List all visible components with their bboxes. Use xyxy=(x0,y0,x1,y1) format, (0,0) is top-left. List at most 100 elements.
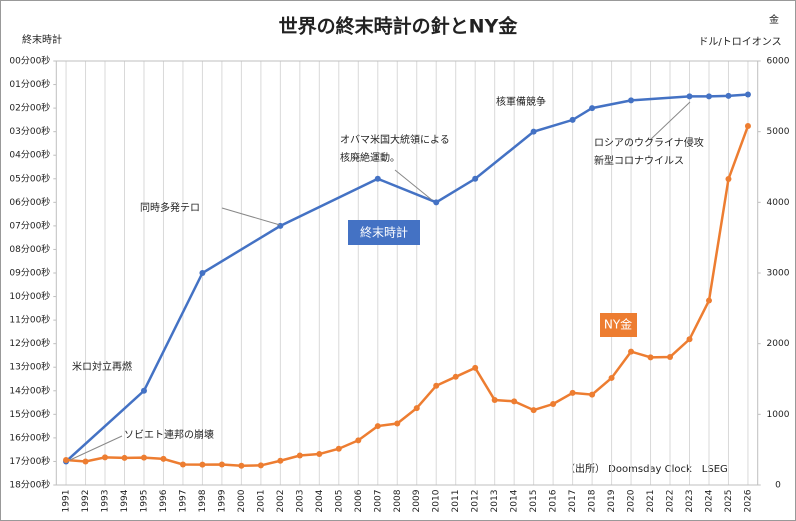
data-point xyxy=(744,123,751,130)
data-point xyxy=(589,391,596,398)
data-point xyxy=(744,91,751,98)
x-tick-label: 2008 xyxy=(393,489,403,512)
data-point xyxy=(257,462,264,469)
chart-title: 世界の終末時計の針とNY金 xyxy=(279,15,519,38)
y2-tick-label: 2000 xyxy=(767,339,790,349)
x-tick-label: 2021 xyxy=(646,490,656,513)
x-tick-label: 2016 xyxy=(549,489,559,512)
x-tick-label: 1996 xyxy=(159,489,169,512)
annotation: 米ロ対立再燃 xyxy=(72,360,132,373)
x-tick-label: 2019 xyxy=(607,489,617,512)
data-point xyxy=(686,336,693,343)
y-tick-label: 06分00秒 xyxy=(9,196,50,208)
data-point xyxy=(686,93,693,100)
y2-axis-unit: ドル/トロイオンス xyxy=(698,36,781,48)
data-point xyxy=(140,454,147,461)
y-tick-label: 04分00秒 xyxy=(9,149,50,161)
x-tick-label: 2025 xyxy=(724,490,734,513)
data-point xyxy=(335,445,342,452)
x-tick-label: 2011 xyxy=(451,490,461,513)
x-tick-label: 2026 xyxy=(743,489,753,512)
data-point xyxy=(667,353,674,360)
data-point xyxy=(705,297,712,304)
data-point xyxy=(530,128,537,135)
x-tick-label: 2002 xyxy=(276,490,286,513)
x-tick-label: 1997 xyxy=(178,490,188,513)
data-point xyxy=(413,405,420,412)
data-point xyxy=(374,423,381,430)
x-tick-label: 2023 xyxy=(685,490,695,513)
data-point xyxy=(647,354,654,361)
annotation: オバマ米国大統領による xyxy=(340,133,450,146)
data-point xyxy=(628,97,635,104)
x-tick-label: 2022 xyxy=(666,490,676,513)
series-line xyxy=(65,125,750,467)
x-tick-label: 1999 xyxy=(217,489,227,512)
y-tick-label: 14分00秒 xyxy=(9,384,50,396)
y2-tick-label: 6000 xyxy=(767,57,790,67)
y-tick-label: 09分00秒 xyxy=(9,267,50,279)
data-point xyxy=(316,451,323,458)
data-point xyxy=(394,420,401,427)
x-tick-label: 2017 xyxy=(568,490,578,513)
x-tick-label: 1995 xyxy=(139,490,149,513)
data-point xyxy=(102,454,109,461)
legend-label: NY金 xyxy=(604,317,632,332)
x-tick-label: 2007 xyxy=(373,490,383,513)
x-tick-label: 2018 xyxy=(588,489,598,512)
series-label-box xyxy=(348,220,420,245)
x-tick-label: 2000 xyxy=(237,489,247,512)
data-point xyxy=(199,270,206,276)
annotation: ソビエト連邦の崩壊 xyxy=(124,428,214,441)
data-point xyxy=(121,454,128,461)
data-point xyxy=(589,105,596,112)
x-tick-label: 2005 xyxy=(334,490,344,513)
leader-line xyxy=(394,169,433,201)
x-tick-label: 1992 xyxy=(81,490,91,513)
x-tick-label: 2010 xyxy=(432,489,442,512)
data-point xyxy=(491,397,498,404)
leader-line xyxy=(69,435,123,461)
data-point xyxy=(530,407,537,414)
data-point xyxy=(160,455,167,462)
y2-tick-label: 0 xyxy=(775,481,781,491)
y-tick-label: 02分00秒 xyxy=(9,102,50,114)
y-tick-label: 07分00秒 xyxy=(9,219,50,231)
data-point xyxy=(277,457,284,464)
x-tick-label: 1998 xyxy=(198,489,208,512)
x-tick-label: 2024 xyxy=(704,489,714,512)
data-point xyxy=(374,175,381,182)
y-tick-label: 16分00秒 xyxy=(9,431,50,443)
y-tick-label: 13分00秒 xyxy=(9,361,50,373)
x-tick-label: 2014 xyxy=(510,489,520,512)
data-point xyxy=(277,222,284,229)
x-tick-label: 2006 xyxy=(354,489,364,512)
data-point xyxy=(63,457,70,464)
data-point xyxy=(569,389,576,396)
x-tick-label: 2020 xyxy=(627,489,637,512)
data-point xyxy=(199,461,206,468)
x-tick-label: 2009 xyxy=(412,489,422,512)
data-point xyxy=(511,398,518,405)
y-tick-label: 11分00秒 xyxy=(9,314,50,326)
x-tick-label: 2015 xyxy=(529,490,539,513)
data-point xyxy=(433,382,440,389)
y-tick-label: 05分00秒 xyxy=(9,172,50,184)
y2-tick-label: 3000 xyxy=(767,269,790,279)
data-point xyxy=(140,387,147,394)
data-point xyxy=(472,364,479,371)
y2-tick-label: 1000 xyxy=(767,410,790,420)
data-point xyxy=(608,374,615,381)
data-point xyxy=(82,458,89,465)
leader-line xyxy=(649,101,691,141)
data-point xyxy=(705,93,712,100)
y-tick-label: 08分00秒 xyxy=(9,243,50,255)
data-point xyxy=(569,116,576,123)
y-tick-label: 00分00秒 xyxy=(9,55,50,67)
series-label-box xyxy=(600,313,637,337)
data-point xyxy=(725,92,732,99)
y2-tick-label: 5000 xyxy=(767,127,790,137)
y2-tick-label: 4000 xyxy=(767,198,790,208)
annotation: 同時多発テロ xyxy=(140,201,200,214)
